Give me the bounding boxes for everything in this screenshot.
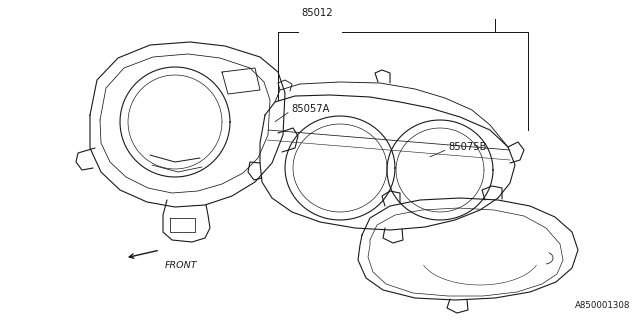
Text: 85075B: 85075B [448, 142, 486, 152]
Text: 85012: 85012 [301, 8, 333, 18]
Text: 85057A: 85057A [291, 104, 330, 114]
Text: FRONT: FRONT [165, 260, 198, 269]
Text: A850001308: A850001308 [575, 301, 630, 310]
